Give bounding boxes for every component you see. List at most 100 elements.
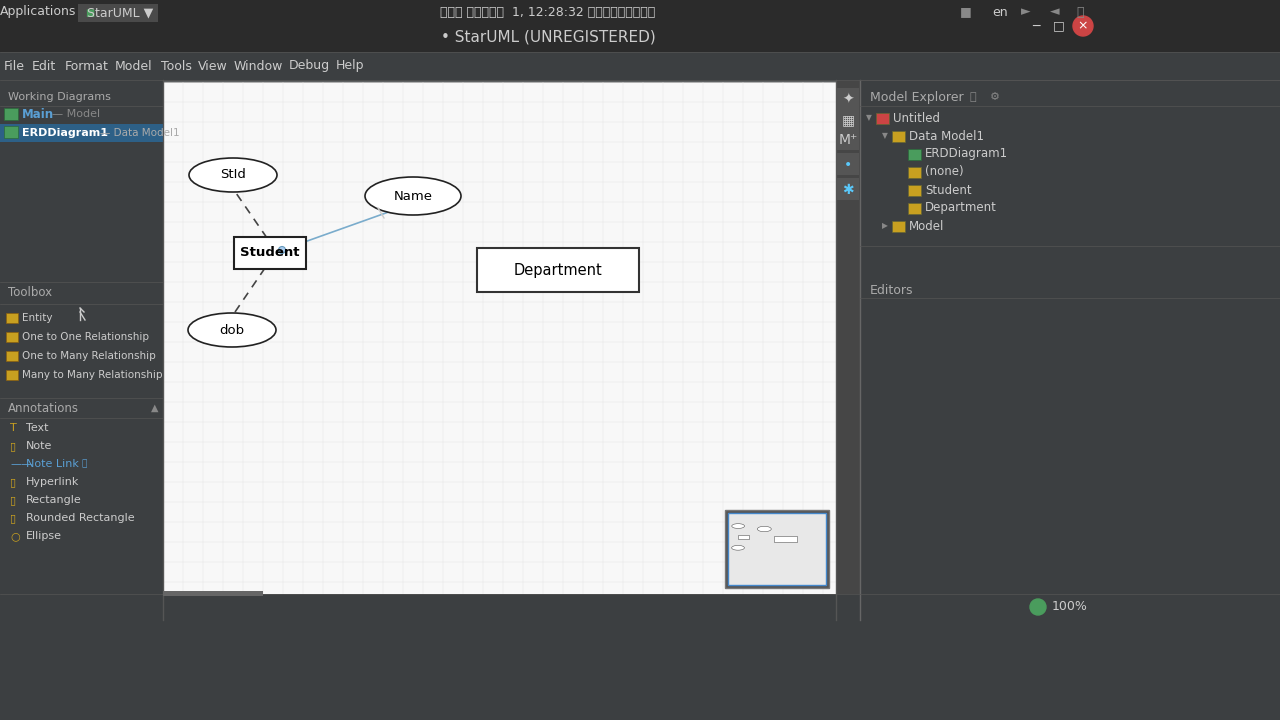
Text: □: □ [1053, 19, 1065, 32]
Text: StarUML ▼: StarUML ▼ [87, 6, 154, 19]
Text: ✱: ✱ [842, 183, 854, 197]
Bar [0, 594, 1280, 620]
Circle shape [1030, 599, 1046, 615]
Text: Many to Many Relationship: Many to Many Relationship [22, 370, 163, 380]
Text: Applications: Applications [0, 6, 77, 19]
Text: Toolbox: Toolbox [8, 287, 52, 300]
Text: 🔒: 🔒 [82, 459, 87, 469]
Text: — Model: — Model [52, 109, 100, 119]
Bar [0, 80, 163, 620]
Text: ■: ■ [960, 6, 972, 19]
Text: Rectangle: Rectangle [26, 495, 82, 505]
Bar [773, 536, 797, 542]
Text: ◄: ◄ [1050, 6, 1060, 19]
Text: — Data Model1: — Data Model1 [100, 128, 179, 138]
Text: ⚙: ⚙ [989, 92, 1000, 102]
Text: StId: StId [220, 168, 246, 181]
Text: Ellipse: Ellipse [26, 531, 61, 541]
Bar [837, 178, 859, 200]
Text: Model Explorer: Model Explorer [870, 91, 964, 104]
Text: ○: ○ [10, 531, 19, 541]
Bar [6, 351, 18, 361]
Bar [892, 221, 905, 232]
Text: ▲: ▲ [151, 403, 159, 413]
Ellipse shape [189, 158, 276, 192]
Bar [908, 167, 922, 178]
Bar [6, 332, 18, 342]
Bar [860, 80, 1280, 620]
Text: View: View [198, 60, 228, 73]
Bar [6, 313, 18, 323]
Text: Edit: Edit [32, 60, 56, 73]
Text: One to Many Relationship: One to Many Relationship [22, 351, 156, 361]
Text: ▯: ▯ [10, 513, 17, 523]
Bar [0, 124, 163, 142]
Text: en: en [992, 6, 1007, 19]
Text: ERDDiagram1: ERDDiagram1 [925, 148, 1009, 161]
Bar [724, 510, 829, 588]
Text: •: • [844, 158, 852, 172]
Text: dob: dob [219, 323, 244, 336]
Text: File: File [4, 60, 24, 73]
Text: ▶: ▶ [882, 222, 888, 230]
Text: ▼: ▼ [882, 132, 888, 140]
Bar [477, 248, 639, 292]
Text: Model: Model [909, 220, 945, 233]
Text: Format: Format [65, 60, 109, 73]
Text: Text: Text [26, 423, 49, 433]
Bar [234, 237, 306, 269]
Text: One to One Relationship: One to One Relationship [22, 332, 148, 342]
Text: ▯: ▯ [10, 477, 17, 487]
Text: M⁺: M⁺ [838, 133, 858, 147]
Text: Student: Student [241, 246, 300, 259]
Ellipse shape [758, 526, 772, 531]
Text: • StarUML (UNREGISTERED): • StarUML (UNREGISTERED) [440, 30, 655, 45]
Text: Data Model1: Data Model1 [909, 130, 984, 143]
Bar [78, 4, 157, 22]
Bar [908, 185, 922, 196]
Text: ─: ─ [1032, 19, 1039, 32]
Ellipse shape [188, 313, 276, 347]
Text: Name: Name [393, 189, 433, 202]
Text: ERDDiagram1: ERDDiagram1 [22, 128, 108, 138]
Bar [908, 203, 922, 214]
Bar [837, 153, 859, 175]
Text: ►: ► [1021, 6, 1030, 19]
Circle shape [1073, 16, 1093, 36]
Bar [728, 513, 826, 585]
Text: Window: Window [233, 60, 283, 73]
Text: ■: ■ [86, 8, 95, 18]
Text: Model: Model [115, 60, 152, 73]
Bar [837, 128, 859, 150]
Bar [876, 113, 890, 124]
Bar [0, 52, 1280, 80]
Bar [6, 370, 18, 380]
Circle shape [279, 246, 285, 253]
Bar [892, 131, 905, 142]
Text: ▯: ▯ [10, 441, 17, 451]
Text: ✦: ✦ [842, 93, 854, 107]
Bar [4, 126, 18, 138]
Text: 100%: 100% [1052, 600, 1088, 613]
Text: (none): (none) [925, 166, 964, 179]
Ellipse shape [365, 177, 461, 215]
Text: Help: Help [335, 60, 365, 73]
Text: Debug: Debug [288, 60, 329, 73]
Text: Hyperlink: Hyperlink [26, 477, 79, 487]
Bar [163, 591, 262, 596]
Bar [837, 88, 859, 110]
Text: Student: Student [925, 184, 972, 197]
Text: ⏻: ⏻ [1076, 6, 1084, 19]
Text: Department: Department [513, 263, 603, 277]
Text: Department: Department [925, 202, 997, 215]
Text: Annotations: Annotations [8, 402, 79, 415]
Bar [739, 535, 749, 539]
Bar [908, 149, 922, 160]
Text: ×: × [1078, 19, 1088, 32]
Text: Note: Note [26, 441, 52, 451]
Text: ——: —— [10, 459, 32, 469]
Text: রবি জুলাই  1, 12:28:32 পূর্বাহ্ন: রবি জুলাই 1, 12:28:32 পূর্বাহ্ন [440, 6, 655, 19]
Bar [836, 80, 860, 610]
Bar [728, 513, 826, 585]
Bar [0, 0, 1280, 52]
